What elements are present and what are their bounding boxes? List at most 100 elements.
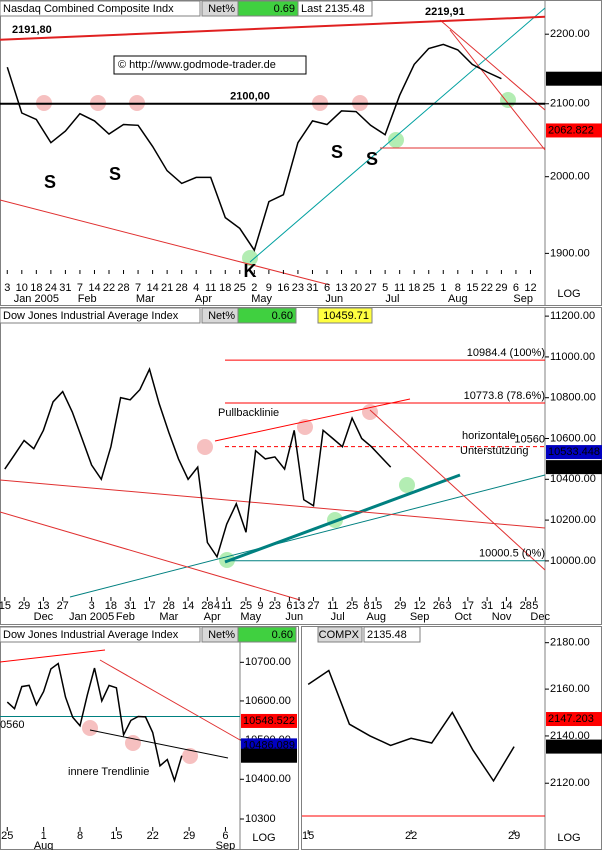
x-tick-label: 22: [147, 830, 159, 842]
price-label-box: [546, 460, 602, 475]
month-label: Oct: [454, 611, 471, 623]
x-tick-label: 29: [183, 830, 195, 842]
x-tick-label: 21: [161, 282, 173, 294]
header-last: 2135.48: [367, 629, 407, 641]
panel-frame: [0, 626, 299, 850]
price-line: [6, 43, 502, 252]
trend-line: [0, 15, 546, 41]
x-tick-label: 5: [532, 600, 538, 612]
y-tick-label: 2100.00: [550, 98, 590, 110]
x-tick-label: 23: [292, 282, 304, 294]
price-label: 10486.089: [243, 739, 295, 751]
x-tick-label: 22: [103, 282, 115, 294]
x-tick-label: 14: [182, 600, 194, 612]
x-tick-label: 28: [176, 282, 188, 294]
x-tick-label: 6: [513, 282, 519, 294]
y-tick-label: 10700.00: [245, 656, 291, 668]
annotation: S: [109, 164, 121, 184]
annotation: S: [44, 172, 56, 192]
x-tick-label: 1: [41, 830, 47, 842]
x-tick-label: 15: [0, 600, 11, 612]
annotation: horizontale: [462, 430, 516, 442]
highlight: [242, 250, 258, 266]
x-tick-label: 6: [222, 830, 228, 842]
header-last: Last 2135.48: [301, 3, 365, 15]
x-tick-label: 31: [59, 282, 71, 294]
x-tick-label: 11: [205, 282, 216, 294]
y-tick-label: 10000.00: [550, 555, 596, 567]
x-tick-label: 3: [445, 600, 451, 612]
highlight: [82, 720, 98, 736]
month-label: Dec: [530, 611, 550, 623]
month-label: Jan 2005: [14, 293, 59, 305]
y-tick-label: 10200.00: [550, 514, 596, 526]
x-tick-label: 17: [143, 600, 155, 612]
x-tick-label: 24: [45, 282, 57, 294]
x-tick-label: 29: [18, 600, 30, 612]
y-tick-label: 10400.00: [550, 473, 596, 485]
price-label: 2062.822: [548, 124, 594, 136]
x-tick-label: 8: [455, 282, 461, 294]
panel-frame: [301, 626, 602, 850]
x-tick-label: 31: [124, 600, 136, 612]
price-label: 10533.448: [548, 446, 600, 458]
x-tick-label: 22: [405, 830, 417, 842]
x-tick-label: 27: [57, 600, 69, 612]
header-title: COMPX: [319, 629, 360, 641]
x-tick-label: 5: [382, 282, 388, 294]
y-tick-label: 2140.00: [550, 730, 590, 742]
x-tick-label: 13: [335, 282, 347, 294]
x-tick-label: 10: [16, 282, 28, 294]
header-box: [237, 626, 297, 643]
header-title: Nasdaq Combined Composite Indx: [3, 3, 174, 15]
x-tick-label: 4: [193, 282, 199, 294]
highlight: [125, 735, 141, 751]
annotation: innere Trendlinie: [68, 766, 149, 778]
x-tick-label: 6: [286, 600, 292, 612]
y-tick-label: 1900.00: [550, 247, 590, 259]
reference-label: 10773.8 (78.6%): [464, 390, 545, 402]
header-box: [317, 626, 363, 643]
header-title: Dow Jones Industrial Average Index: [3, 629, 179, 641]
x-tick-label: 3: [89, 600, 95, 612]
x-tick-label: 25: [1, 830, 13, 842]
x-tick-label: 28: [117, 282, 129, 294]
axis-note: LOG: [557, 832, 580, 844]
header-box: [0, 0, 201, 17]
y-tick-label: 2000.00: [550, 171, 590, 183]
x-tick-label: 6: [324, 282, 330, 294]
month-label: Sep: [216, 840, 236, 850]
x-tick-label: 11: [394, 282, 405, 294]
header-net-label: Net%: [208, 629, 235, 641]
header-box: [297, 0, 373, 17]
x-tick-label: 12: [413, 600, 425, 612]
month-label: Mar: [159, 611, 178, 623]
trend-line: [0, 511, 301, 601]
header-box: [237, 307, 297, 324]
x-tick-label: 14: [500, 600, 512, 612]
panel-frame: [0, 0, 602, 306]
month-label: Jul: [331, 611, 345, 623]
trend-line: [449, 29, 546, 151]
month-label: Sep: [410, 611, 430, 623]
month-label: Aug: [448, 293, 468, 305]
x-tick-label: 25: [423, 282, 435, 294]
x-tick-label: 31: [481, 600, 493, 612]
x-tick-label: 13: [37, 600, 49, 612]
x-tick-label: 23: [269, 600, 281, 612]
y-tick-label: 10800.00: [550, 392, 596, 404]
reference-label: 10560: [514, 434, 545, 446]
header-net: 0.60: [272, 310, 293, 322]
header-box: [317, 307, 373, 324]
x-tick-label: 20: [350, 282, 362, 294]
price-label: 10459.71: [243, 750, 289, 762]
trend-line: [0, 649, 106, 663]
price-label: 2135.48: [548, 740, 588, 752]
header-box: [0, 307, 201, 324]
highlight: [297, 419, 313, 435]
x-tick-label: 14: [88, 282, 100, 294]
highlight: [388, 132, 404, 148]
month-label: Feb: [116, 611, 135, 623]
trend-line: [0, 479, 546, 529]
y-tick-label: 11200.00: [550, 310, 595, 322]
